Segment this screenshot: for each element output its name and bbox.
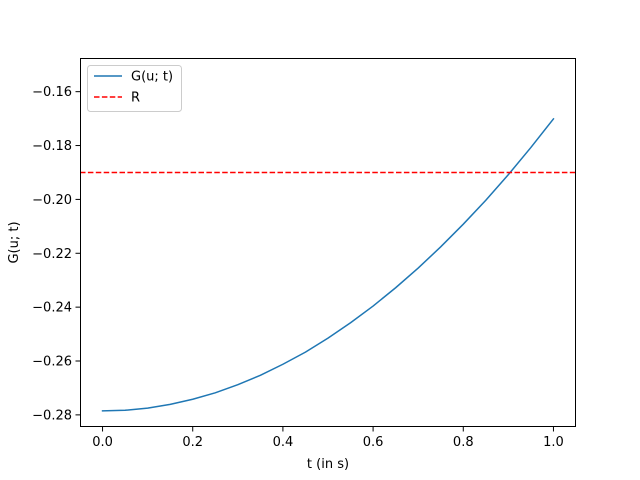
x-axis-label: t (in s) <box>307 457 349 472</box>
x-tick-label: 0.2 <box>182 435 203 450</box>
series-g-line <box>101 117 555 412</box>
plot-area <box>80 58 576 427</box>
y-axis-label: G(u; t) <box>7 221 22 263</box>
x-tick-label: 1.0 <box>543 435 564 450</box>
plot-frame <box>80 58 576 427</box>
y-tick-label: −0.26 <box>32 355 72 370</box>
y-tick-label: −0.22 <box>32 247 72 262</box>
y-tick-label: −0.18 <box>32 139 72 154</box>
y-axis-ticks: −0.28 −0.26 −0.24 −0.22 −0.20 −0.18 −0.16 <box>32 85 80 423</box>
legend: G(u; t) R <box>87 65 182 112</box>
legend-label-g: G(u; t) <box>131 70 173 85</box>
x-tick-label: 0.8 <box>453 435 474 450</box>
series-layer <box>80 117 576 412</box>
y-tick-label: −0.16 <box>32 85 72 100</box>
y-tick-label: −0.28 <box>32 408 72 423</box>
legend-label-r: R <box>131 91 140 106</box>
y-tick-label: −0.24 <box>32 301 72 316</box>
y-tick-label: −0.20 <box>32 193 72 208</box>
legend-box <box>87 65 182 112</box>
x-tick-label: 0.6 <box>363 435 384 450</box>
x-tick-label: 0.0 <box>92 435 113 450</box>
x-axis-ticks: 0.0 0.2 0.4 0.6 0.8 1.0 <box>92 427 564 450</box>
x-tick-label: 0.4 <box>273 435 294 450</box>
